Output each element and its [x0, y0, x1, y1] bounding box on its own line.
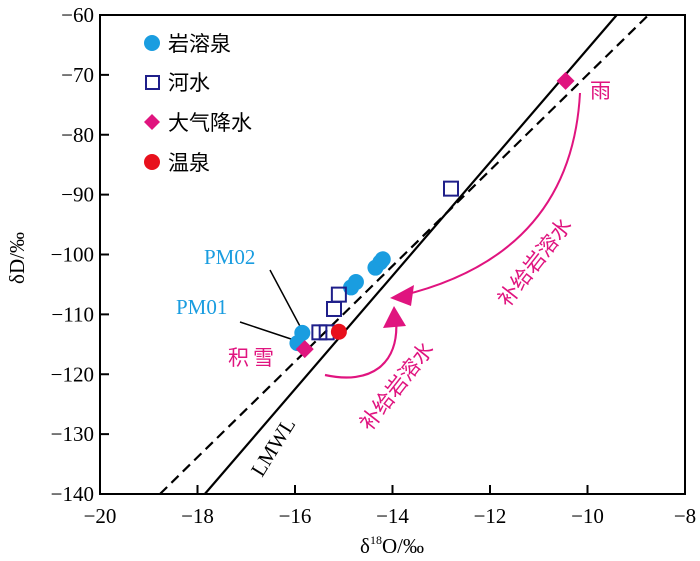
legend-label-karst-spring: 岩溶泉: [168, 32, 231, 56]
pm01-leader-line: [239, 321, 298, 342]
y-tick-label: −100: [51, 243, 94, 267]
x-tick-label: −8: [674, 504, 696, 528]
river-water-point: [330, 286, 347, 303]
y-tick-label: −70: [61, 63, 94, 87]
fit-line-dashed: [159, 14, 650, 495]
x-tick-label: −10: [571, 504, 604, 528]
hot-spring-point: [330, 323, 347, 340]
legend-marker-karst-spring: [144, 35, 160, 51]
data-points: [289, 71, 575, 359]
pm02-leader-line: [269, 269, 303, 331]
x-tick-label: −18: [181, 504, 214, 528]
annotation-rain: 雨: [590, 79, 611, 103]
x-axis-label-sup: 18: [370, 533, 382, 547]
annotation-pm02: PM02: [204, 245, 255, 269]
rain-recharge-arrow: [399, 92, 581, 297]
river-water-point: [326, 300, 342, 317]
precipitation-point: [556, 71, 575, 90]
x-tick-label: −12: [474, 504, 507, 528]
x-tick-label: −16: [279, 504, 312, 528]
y-tick-label: −130: [51, 422, 94, 446]
annotation-lmwl: LMWL: [246, 414, 300, 481]
karst-spring-point: [294, 324, 311, 341]
y-tick-label: −80: [61, 123, 94, 147]
legend: 岩溶泉 河水 大气降水 温泉: [144, 32, 252, 175]
legend-marker-hot-spring: [144, 154, 160, 170]
x-tick-label: −20: [84, 504, 117, 528]
y-tick-label: −120: [51, 362, 94, 386]
annotation-recharge-rain: 补给岩溶水: [493, 214, 577, 312]
annotation-snow: 积雪: [228, 346, 278, 370]
x-axis-label-delta: δ: [360, 534, 370, 558]
legend-label-hot-spring: 温泉: [168, 151, 210, 175]
snow-recharge-arrow: [324, 317, 398, 379]
legend-marker-precipitation: [144, 114, 160, 130]
y-tick-label: −140: [51, 482, 94, 506]
annotation-pm01: PM01: [176, 295, 227, 319]
river-water-point: [443, 180, 459, 197]
x-axis-label-rest: O/‰: [382, 534, 424, 558]
axis-ticks: −20 −18 −16 −14 −12 −10 −8 −60 −70 −80 −90 −100 −110…: [51, 3, 697, 528]
reference-lines: [159, 14, 650, 495]
karst-spring-point: [374, 251, 391, 268]
y-axis-label: δD/‰: [5, 232, 29, 284]
recharge-arrows: [239, 92, 581, 379]
rain-recharge-arrowhead: [390, 285, 414, 306]
x-tick-label: −14: [376, 504, 409, 528]
lmwl-line: [203, 14, 618, 495]
legend-marker-river: [145, 75, 160, 90]
y-tick-label: −90: [61, 183, 94, 207]
legend-label-river: 河水: [168, 71, 210, 95]
karst-spring-point: [347, 274, 364, 291]
y-tick-label: −110: [51, 302, 94, 326]
y-tick-label: −60: [61, 3, 94, 27]
legend-label-precipitation: 大气降水: [168, 111, 252, 135]
annotation-recharge-snow: 补给岩溶水: [355, 338, 439, 436]
x-axis-label: δ18O/‰: [360, 533, 424, 558]
precipitation-point: [295, 340, 314, 359]
snow-recharge-arrowhead: [383, 306, 406, 328]
